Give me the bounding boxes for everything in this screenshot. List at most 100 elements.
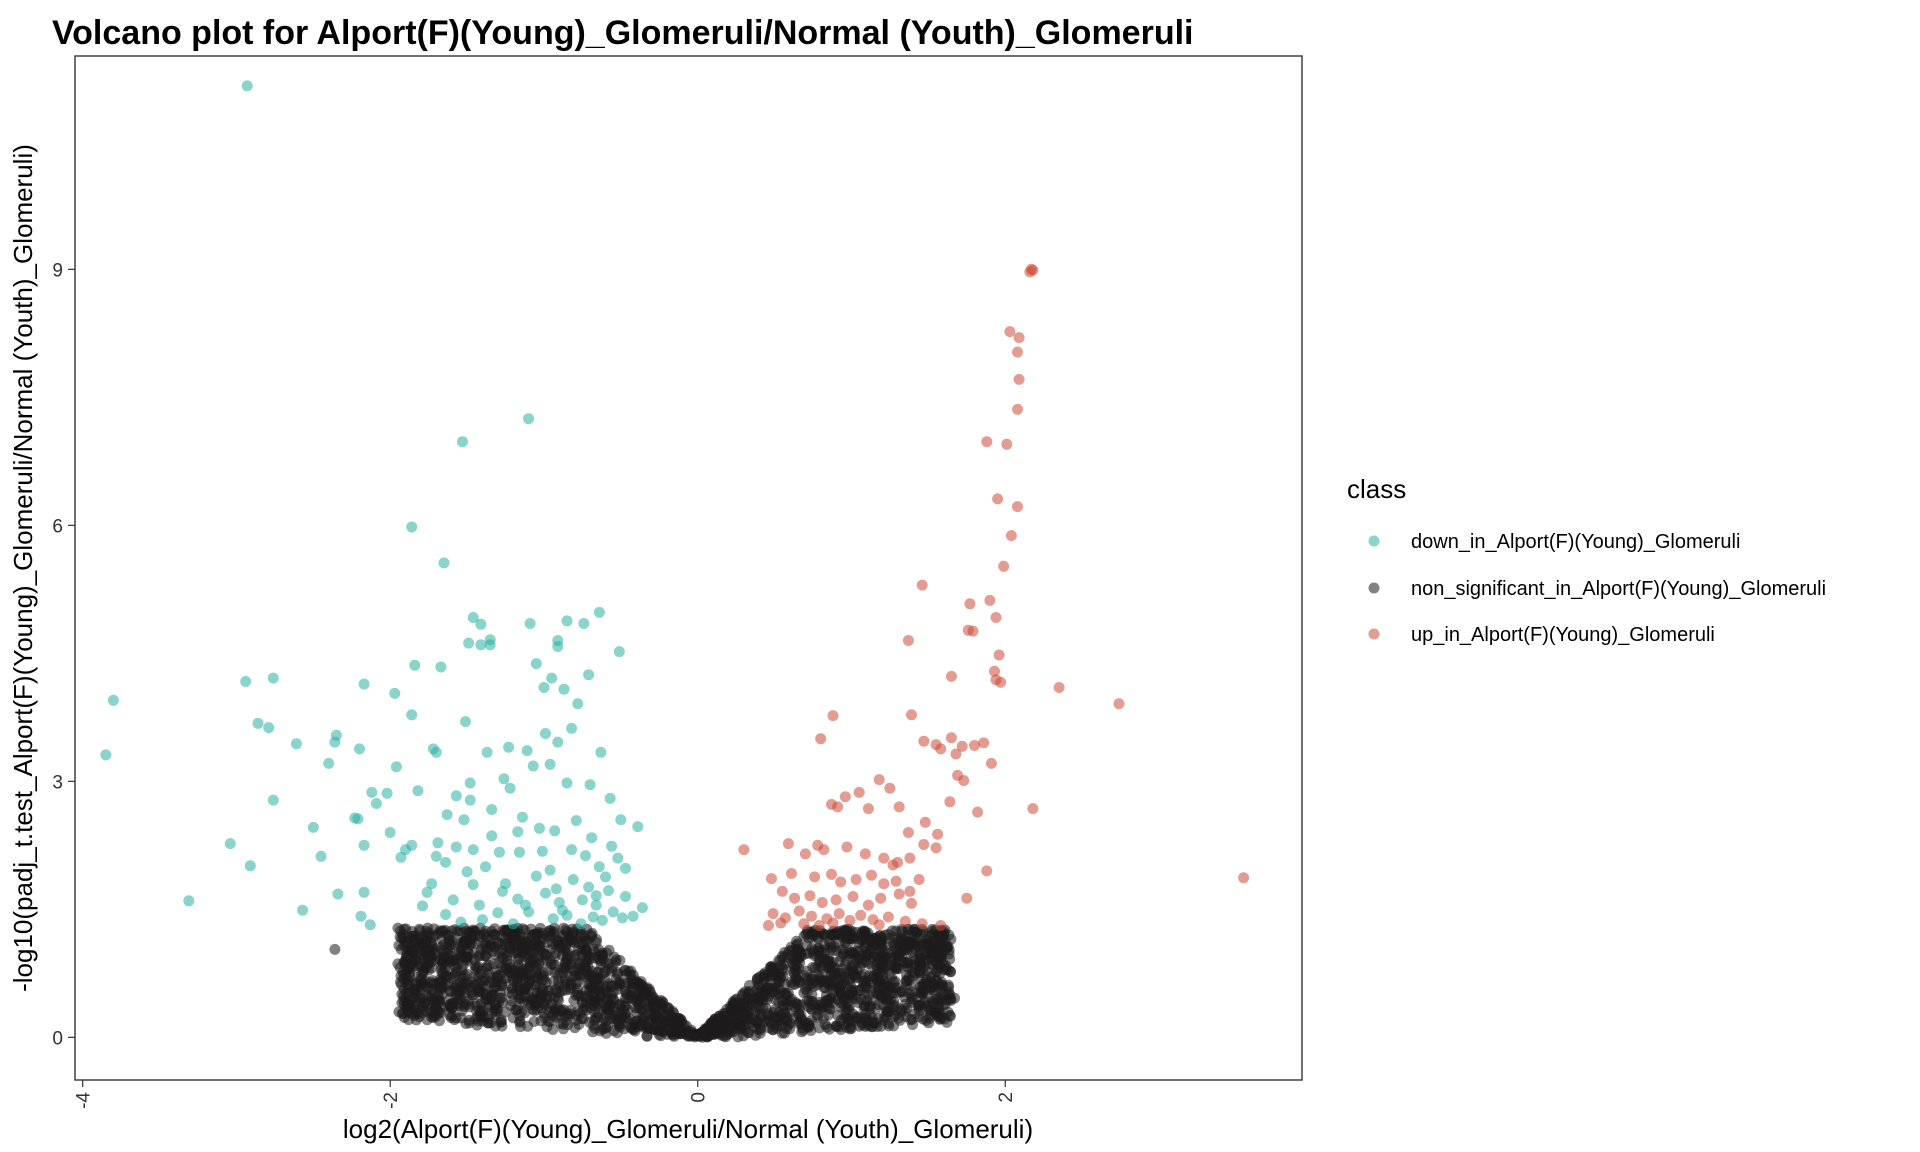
non-significant-point xyxy=(883,1020,895,1032)
down-point xyxy=(430,746,442,758)
down-point xyxy=(349,812,361,824)
down-point xyxy=(267,672,279,684)
non-significant-point xyxy=(414,993,426,1004)
legend: class down_in_Alport(F)(Young)_Glomeruli… xyxy=(1347,474,1826,646)
non-significant-point xyxy=(869,932,881,944)
down-point xyxy=(606,840,618,852)
non-significant-point xyxy=(413,980,425,992)
non-significant-point xyxy=(446,1010,458,1022)
down-point xyxy=(440,909,452,920)
down-point xyxy=(586,832,598,844)
non-significant-point xyxy=(797,1024,809,1036)
non-significant-point xyxy=(753,992,765,1004)
up-point xyxy=(862,803,874,815)
non-significant-point xyxy=(456,943,468,954)
down-point xyxy=(498,773,510,785)
legend-key-up xyxy=(1368,628,1380,640)
non-significant-point xyxy=(833,925,844,937)
up-point xyxy=(893,888,905,900)
up-point xyxy=(935,920,947,931)
down-point xyxy=(366,786,378,798)
data-points xyxy=(100,80,1250,1032)
down-point xyxy=(224,838,236,850)
non-significant-point xyxy=(432,978,444,990)
down-point xyxy=(583,669,595,681)
non-significant-point xyxy=(900,975,912,987)
x-tick-label: 0 xyxy=(689,1092,710,1103)
down-point xyxy=(627,910,639,922)
down-point xyxy=(533,822,545,834)
down-point xyxy=(620,862,631,874)
up-point xyxy=(827,917,839,929)
non-significant-point xyxy=(575,990,587,1002)
down-point xyxy=(504,782,516,794)
non-significant-point xyxy=(751,975,763,987)
down-point xyxy=(546,672,558,684)
down-point xyxy=(570,815,582,827)
up-point xyxy=(804,890,816,902)
up-point xyxy=(950,748,962,760)
up-point xyxy=(967,625,979,637)
down-point xyxy=(616,912,628,924)
down-point xyxy=(552,641,564,652)
non-significant-point xyxy=(856,929,868,941)
non-significant-point xyxy=(402,962,414,974)
down-point xyxy=(395,851,407,863)
down-point xyxy=(323,757,335,769)
down-point xyxy=(486,804,498,815)
non-significant-point xyxy=(412,942,424,954)
down-point xyxy=(521,745,533,757)
up-point xyxy=(827,710,839,722)
non-significant-point xyxy=(505,929,517,941)
up-point xyxy=(919,816,931,828)
up-point xyxy=(1053,682,1065,693)
non-significant-point xyxy=(329,943,341,955)
up-point xyxy=(826,868,837,880)
non-significant-point xyxy=(863,948,875,960)
plot-panel xyxy=(74,55,1303,1081)
non-significant-point xyxy=(410,953,422,965)
down-point xyxy=(355,910,367,922)
non-significant-point xyxy=(534,940,546,952)
non-significant-point xyxy=(540,948,552,960)
non-significant-point xyxy=(583,951,595,962)
non-significant-point xyxy=(802,1001,814,1013)
down-point xyxy=(100,749,112,761)
up-point xyxy=(793,905,805,917)
non-significant-point xyxy=(820,990,832,1002)
non-significant-point xyxy=(901,1002,913,1014)
down-point xyxy=(477,914,488,926)
non-significant-point xyxy=(853,1020,865,1032)
up-point xyxy=(890,875,902,887)
non-significant-point xyxy=(542,964,554,976)
up-point xyxy=(992,493,1004,505)
non-significant-point xyxy=(779,1027,790,1039)
down-point xyxy=(604,792,616,804)
non-significant-point xyxy=(392,958,404,970)
non-significant-point xyxy=(564,961,576,973)
up-point xyxy=(855,909,867,921)
non-significant-point xyxy=(773,954,785,966)
non-significant-point xyxy=(935,1013,947,1025)
non-significant-point xyxy=(607,993,619,1005)
non-significant-point xyxy=(402,998,414,1010)
down-point xyxy=(544,758,556,770)
down-point xyxy=(593,606,605,618)
non-significant-point xyxy=(848,949,860,960)
non-significant-point xyxy=(840,971,852,983)
down-point xyxy=(406,709,418,721)
down-point xyxy=(458,814,470,826)
non-significant-point xyxy=(882,961,894,973)
up-point xyxy=(899,915,911,927)
down-point xyxy=(464,794,476,806)
non-significant-point xyxy=(867,1016,879,1028)
up-point xyxy=(985,757,997,769)
down-point xyxy=(464,777,476,789)
down-point xyxy=(438,557,450,569)
up-point xyxy=(866,869,877,881)
down-point xyxy=(547,913,559,925)
up-point xyxy=(841,841,853,853)
down-point xyxy=(493,846,505,858)
non-significant-point xyxy=(420,935,432,947)
down-point xyxy=(364,919,376,931)
